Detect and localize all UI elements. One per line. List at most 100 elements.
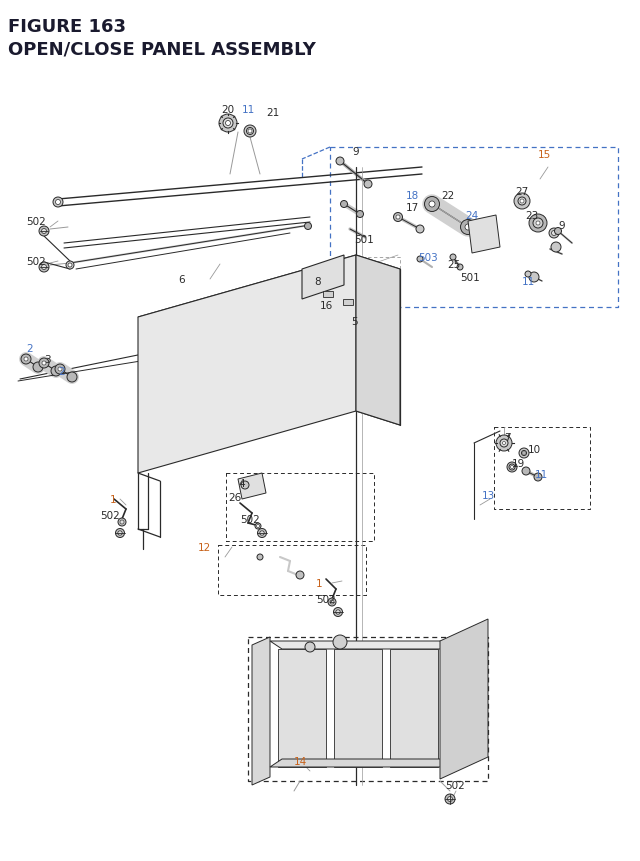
Bar	[323, 292, 333, 298]
Text: 502: 502	[100, 511, 120, 520]
Circle shape	[336, 610, 340, 615]
Text: 22: 22	[442, 191, 454, 201]
Circle shape	[39, 358, 49, 369]
Circle shape	[394, 214, 403, 222]
Circle shape	[500, 439, 508, 448]
Polygon shape	[238, 474, 266, 499]
Circle shape	[305, 223, 312, 230]
Text: 501: 501	[460, 273, 480, 282]
Text: 502: 502	[26, 217, 45, 226]
Text: 25: 25	[447, 260, 461, 269]
Text: 18: 18	[405, 191, 419, 201]
Circle shape	[219, 115, 237, 133]
Circle shape	[58, 368, 62, 372]
Circle shape	[496, 436, 512, 451]
Text: 26: 26	[228, 492, 241, 503]
Circle shape	[333, 608, 342, 616]
Circle shape	[53, 198, 63, 208]
Circle shape	[533, 219, 543, 229]
Text: 21: 21	[266, 108, 279, 118]
Text: 3: 3	[44, 355, 51, 364]
Circle shape	[39, 263, 49, 273]
Text: 5: 5	[351, 317, 357, 326]
Circle shape	[518, 198, 526, 206]
Circle shape	[356, 211, 364, 218]
Circle shape	[396, 216, 400, 220]
Text: 10: 10	[528, 444, 541, 455]
Circle shape	[502, 442, 506, 445]
Circle shape	[447, 796, 452, 802]
Circle shape	[529, 273, 539, 282]
Polygon shape	[334, 649, 382, 767]
Circle shape	[67, 373, 77, 382]
Text: FIGURE 163: FIGURE 163	[8, 18, 126, 36]
Circle shape	[305, 642, 315, 653]
Circle shape	[118, 518, 126, 526]
Polygon shape	[252, 637, 270, 785]
Circle shape	[255, 523, 261, 530]
Text: 502: 502	[445, 780, 465, 790]
Circle shape	[118, 531, 122, 536]
Circle shape	[340, 201, 348, 208]
Text: 15: 15	[538, 150, 551, 160]
Text: 23: 23	[525, 211, 539, 220]
Circle shape	[511, 466, 513, 469]
Circle shape	[66, 262, 74, 269]
Text: 13: 13	[482, 491, 495, 500]
Circle shape	[514, 194, 530, 210]
Circle shape	[223, 119, 233, 129]
Circle shape	[424, 197, 440, 213]
Circle shape	[120, 520, 124, 524]
Text: 1: 1	[110, 494, 116, 505]
Text: 9: 9	[558, 220, 564, 231]
Polygon shape	[278, 649, 326, 767]
Circle shape	[257, 525, 259, 528]
Text: 9: 9	[353, 147, 359, 157]
Circle shape	[33, 362, 43, 373]
Text: 24: 24	[465, 211, 479, 220]
Circle shape	[246, 128, 253, 135]
Circle shape	[536, 222, 540, 226]
Circle shape	[554, 228, 561, 235]
Circle shape	[364, 181, 372, 189]
Circle shape	[507, 462, 517, 473]
Circle shape	[523, 452, 525, 455]
Circle shape	[417, 257, 423, 263]
Text: 14: 14	[294, 756, 307, 766]
Text: 4: 4	[238, 479, 244, 488]
Circle shape	[56, 201, 61, 205]
Circle shape	[450, 255, 456, 261]
Text: 2: 2	[58, 367, 65, 376]
Circle shape	[42, 265, 47, 270]
Circle shape	[525, 272, 531, 278]
Circle shape	[296, 572, 304, 579]
Text: 1: 1	[316, 579, 323, 588]
Circle shape	[522, 451, 527, 456]
Polygon shape	[468, 216, 500, 254]
Circle shape	[257, 554, 263, 561]
Circle shape	[529, 214, 547, 232]
Text: 502: 502	[26, 257, 45, 267]
Circle shape	[24, 357, 28, 362]
Circle shape	[21, 355, 31, 364]
Polygon shape	[270, 759, 452, 767]
Bar	[343, 300, 353, 306]
Polygon shape	[270, 641, 452, 649]
Polygon shape	[302, 256, 344, 300]
Text: 501: 501	[354, 235, 374, 245]
Text: 8: 8	[315, 276, 321, 287]
Circle shape	[42, 229, 47, 234]
Circle shape	[445, 794, 455, 804]
Text: 17: 17	[405, 202, 419, 213]
Circle shape	[42, 362, 46, 366]
Circle shape	[257, 529, 266, 538]
Circle shape	[465, 225, 471, 231]
Text: OPEN/CLOSE PANEL ASSEMBLY: OPEN/CLOSE PANEL ASSEMBLY	[8, 40, 316, 58]
Circle shape	[51, 367, 61, 376]
Circle shape	[333, 635, 347, 649]
Text: 20: 20	[221, 105, 235, 115]
Text: 502: 502	[316, 594, 336, 604]
Circle shape	[416, 226, 424, 233]
Text: 11: 11	[535, 469, 548, 480]
Circle shape	[534, 474, 542, 481]
